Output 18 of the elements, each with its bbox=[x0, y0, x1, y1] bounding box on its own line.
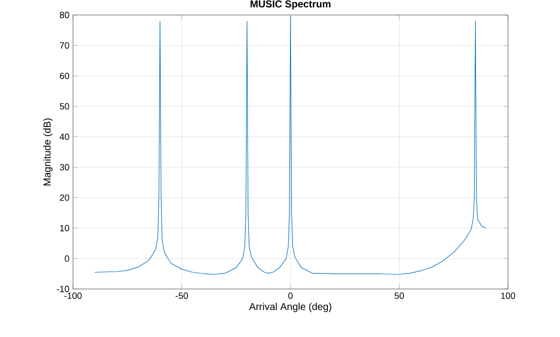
y-tick-label: 0 bbox=[64, 255, 70, 262]
y-tick-label: 40 bbox=[60, 134, 70, 140]
y-tick-label: 70 bbox=[60, 42, 70, 49]
y-tick-label: 20 bbox=[60, 194, 70, 201]
y-tick-label: 30 bbox=[60, 164, 70, 170]
x-tick-label: -100 bbox=[64, 292, 82, 299]
y-tick-label: 60 bbox=[60, 72, 70, 80]
x-tick-label: -50 bbox=[176, 292, 188, 299]
y-axis-title: Magnitude (dB) bbox=[43, 118, 53, 186]
x-axis-title: Arrival Angle (deg) bbox=[249, 302, 332, 312]
y-tick-label: 80 bbox=[60, 12, 70, 18]
x-tick-label: 100 bbox=[501, 292, 516, 299]
y-tick-label: -10 bbox=[56, 286, 70, 292]
chart-title: MUSIC Spectrum bbox=[250, 0, 330, 10]
y-tick-label: 50 bbox=[60, 103, 70, 110]
x-tick-label: 0 bbox=[288, 292, 293, 299]
y-tick-label: 10 bbox=[60, 224, 70, 232]
x-tick-label: 50 bbox=[394, 292, 404, 299]
